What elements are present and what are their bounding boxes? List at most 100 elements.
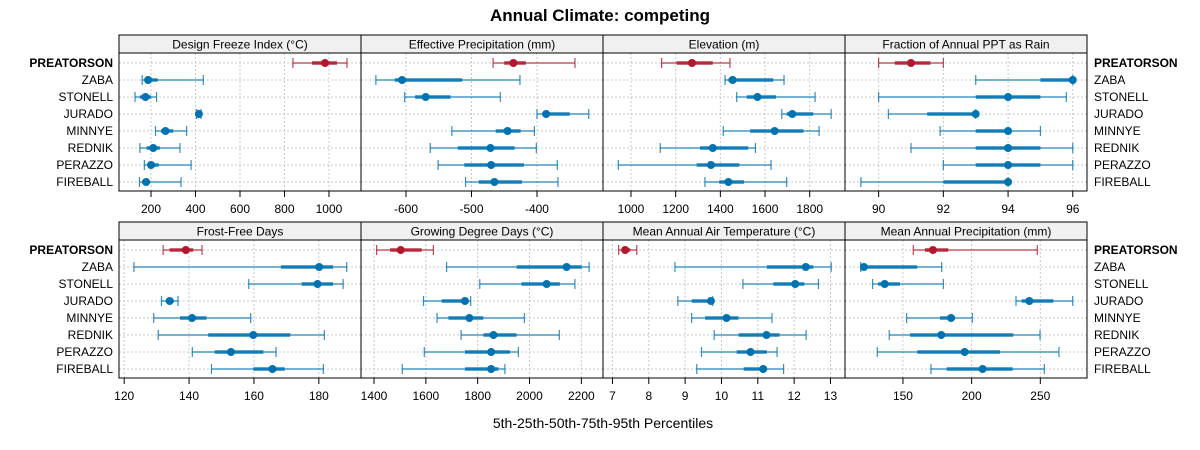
- interval-perazzo: [617, 160, 772, 170]
- x-tick-label: 150: [893, 389, 913, 403]
- panel-title: Growing Degree Days (°C): [411, 225, 554, 239]
- row-label-right: JURADO: [1094, 107, 1143, 121]
- interval-preatorson: [661, 58, 731, 68]
- median-point: [490, 178, 499, 186]
- median-point: [398, 76, 407, 84]
- median-point: [509, 59, 518, 67]
- interval-minnye: [154, 126, 188, 136]
- x-tick-label: 2200: [568, 389, 595, 403]
- row-label-left: FIREBALL: [56, 175, 113, 189]
- interval-stonell: [479, 279, 576, 289]
- median-point: [396, 246, 405, 254]
- median-point: [708, 144, 717, 152]
- x-tick-label: -600: [394, 202, 418, 216]
- row-label-right: FIREBALL: [1094, 175, 1151, 189]
- median-point: [486, 144, 495, 152]
- x-axis-label: 5th-25th-50th-75th-95th Percentiles: [493, 415, 713, 431]
- row-label-left: PREATORSON: [29, 243, 113, 257]
- interval-fireball: [401, 364, 506, 374]
- median-point: [313, 280, 322, 288]
- interval-minnye: [722, 126, 820, 136]
- median-point: [621, 246, 630, 254]
- median-point: [141, 93, 150, 101]
- interval-zaba: [859, 262, 943, 272]
- x-tick-label: 1000: [316, 202, 343, 216]
- interval-jurado: [536, 109, 590, 119]
- panel-title: Fraction of Annual PPT as Rain: [882, 38, 1049, 52]
- interval-preatorson: [492, 58, 576, 68]
- row-label-left: MINNYE: [66, 311, 113, 325]
- panel: Design Freeze Index (°C) 200 400 600 800 1000: [118, 34, 362, 216]
- median-point: [724, 178, 733, 186]
- median-point: [465, 314, 474, 322]
- x-tick-label: -500: [459, 202, 483, 216]
- interval-rednik: [460, 330, 560, 340]
- median-point: [687, 59, 696, 67]
- interval-zaba: [141, 75, 204, 85]
- panel-title: Mean Annual Precipitation (mm): [881, 225, 1052, 239]
- median-point: [503, 127, 512, 135]
- median-point: [762, 331, 771, 339]
- row-label-right: PERAZZO: [1094, 345, 1151, 359]
- interval-fireball: [860, 177, 1013, 187]
- row-label-right: PREATORSON: [1094, 56, 1178, 70]
- x-tick-label: 1000: [618, 202, 645, 216]
- interval-zaba: [674, 262, 832, 272]
- median-point: [1025, 297, 1034, 305]
- interval-preatorson: [618, 245, 638, 255]
- interval-perazzo: [143, 160, 192, 170]
- x-tick-label: 1400: [707, 202, 734, 216]
- median-point: [487, 348, 496, 356]
- median-point: [1004, 144, 1013, 152]
- interval-minnye: [153, 313, 252, 323]
- median-point: [542, 110, 551, 118]
- panel-title: Elevation (m): [689, 38, 760, 52]
- median-point: [859, 263, 868, 271]
- row-label-left: MINNYE: [66, 124, 113, 138]
- panel: Fraction of Annual PPT as Rain 90 92 94 96: [844, 34, 1088, 216]
- median-point: [1004, 93, 1013, 101]
- x-tick-label: 2000: [516, 389, 543, 403]
- panel-border: [844, 52, 1088, 192]
- row-label-right: MINNYE: [1094, 311, 1141, 325]
- median-point: [144, 76, 153, 84]
- row-label-left: PERAZZO: [56, 345, 113, 359]
- interval-minnye: [451, 126, 535, 136]
- panel-border: [602, 52, 846, 192]
- median-point: [706, 297, 715, 305]
- median-point: [722, 314, 731, 322]
- median-point: [1068, 76, 1077, 84]
- x-tick-label: 180: [309, 389, 329, 403]
- interval-zaba: [724, 75, 785, 85]
- x-tick-label: 800: [274, 202, 294, 216]
- panel-border: [360, 52, 604, 192]
- panel: Elevation (m) 1000 1200 1400 1600 1800: [602, 34, 846, 216]
- x-tick-label: 96: [1066, 202, 1080, 216]
- x-tick-label: 1600: [412, 389, 439, 403]
- interval-stonell: [134, 92, 158, 102]
- median-point: [226, 348, 235, 356]
- panel-title: Frost-Free Days: [197, 225, 284, 239]
- interval-perazzo: [942, 160, 1074, 170]
- row-label-left: STONELL: [59, 90, 114, 104]
- x-tick-label: 1400: [361, 389, 388, 403]
- interval-stonell: [742, 279, 820, 289]
- row-label-left: REDNIK: [68, 328, 113, 342]
- x-tick-label: 120: [114, 389, 134, 403]
- row-label-right: STONELL: [1094, 90, 1149, 104]
- panel: Growing Degree Days (°C) 1400 1600 1800 2000…: [360, 221, 604, 403]
- median-point: [181, 246, 190, 254]
- interval-fireball: [930, 364, 1045, 374]
- median-point: [928, 246, 937, 254]
- interval-perazzo: [437, 160, 558, 170]
- median-point: [142, 178, 151, 186]
- panel-title: Effective Precipitation (mm): [409, 38, 556, 52]
- interval-fireball: [704, 177, 788, 187]
- x-tick-label: -400: [525, 202, 549, 216]
- median-point: [759, 365, 768, 373]
- row-label-left: ZABA: [82, 73, 113, 87]
- median-point: [562, 263, 571, 271]
- panel: Effective Precipitation (mm) -600 -500 -400: [360, 34, 604, 216]
- row-label-left: PERAZZO: [56, 158, 113, 172]
